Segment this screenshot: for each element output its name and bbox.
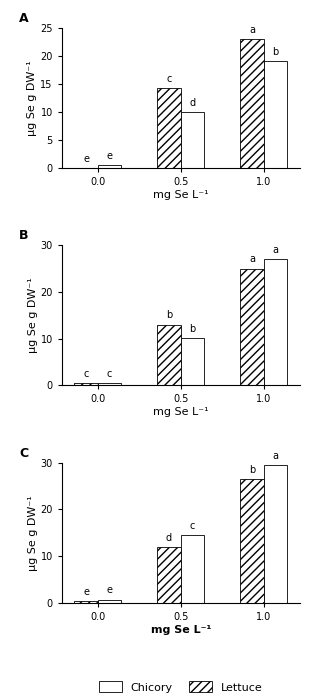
Bar <box>240 269 264 385</box>
Bar <box>181 112 204 168</box>
Bar <box>181 535 204 603</box>
Text: A: A <box>19 12 29 25</box>
Text: b: b <box>166 310 172 320</box>
Bar <box>157 88 181 168</box>
Bar <box>74 601 98 603</box>
Bar <box>181 337 204 385</box>
Text: e: e <box>83 587 89 597</box>
Text: a: a <box>249 25 255 35</box>
Text: b: b <box>273 47 279 58</box>
Bar <box>157 324 181 385</box>
Bar <box>264 259 287 385</box>
Text: a: a <box>249 254 255 264</box>
Text: e: e <box>107 586 112 595</box>
Bar <box>98 599 121 603</box>
Bar <box>98 165 121 168</box>
X-axis label: mg Se L⁻¹: mg Se L⁻¹ <box>150 624 211 635</box>
Y-axis label: μg Se g DW⁻¹: μg Se g DW⁻¹ <box>28 277 38 353</box>
Text: c: c <box>166 74 172 84</box>
Bar <box>74 383 98 385</box>
Bar <box>98 383 121 385</box>
Text: e: e <box>107 151 112 161</box>
Text: a: a <box>273 245 278 255</box>
Bar <box>264 62 287 168</box>
Bar <box>264 465 287 603</box>
X-axis label: mg Se L⁻¹: mg Se L⁻¹ <box>153 407 209 417</box>
Text: c: c <box>83 369 89 379</box>
Text: b: b <box>249 465 255 475</box>
Y-axis label: μg Se g DW⁻¹: μg Se g DW⁻¹ <box>28 495 38 570</box>
Text: c: c <box>190 521 195 531</box>
Text: e: e <box>83 154 89 164</box>
Bar <box>157 547 181 603</box>
Text: b: b <box>189 324 196 333</box>
Text: a: a <box>273 450 278 461</box>
X-axis label: mg Se L⁻¹: mg Se L⁻¹ <box>153 190 209 200</box>
Bar <box>240 479 264 603</box>
Text: B: B <box>19 229 28 243</box>
Y-axis label: μg Se g DW⁻¹: μg Se g DW⁻¹ <box>28 60 37 136</box>
Text: C: C <box>19 447 28 460</box>
Text: d: d <box>189 98 196 107</box>
Text: c: c <box>107 369 112 379</box>
Legend: Chicory, Lettuce: Chicory, Lettuce <box>99 681 262 692</box>
Text: d: d <box>166 533 172 543</box>
Bar <box>240 39 264 168</box>
